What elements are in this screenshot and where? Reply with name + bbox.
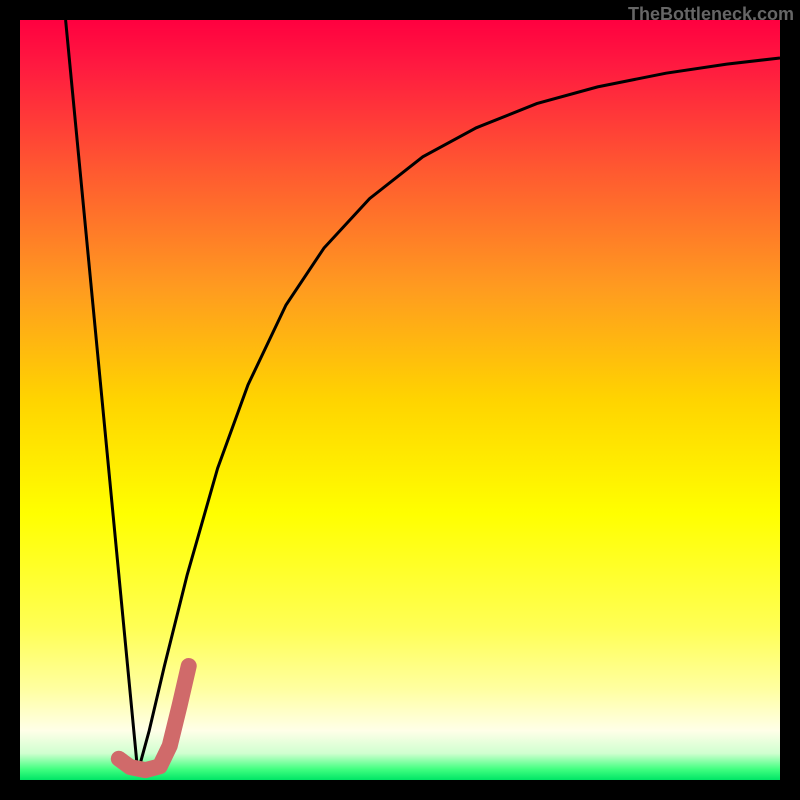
bottleneck-chart <box>0 0 800 800</box>
watermark-text: TheBottleneck.com <box>628 4 794 25</box>
plot-background <box>20 20 780 780</box>
